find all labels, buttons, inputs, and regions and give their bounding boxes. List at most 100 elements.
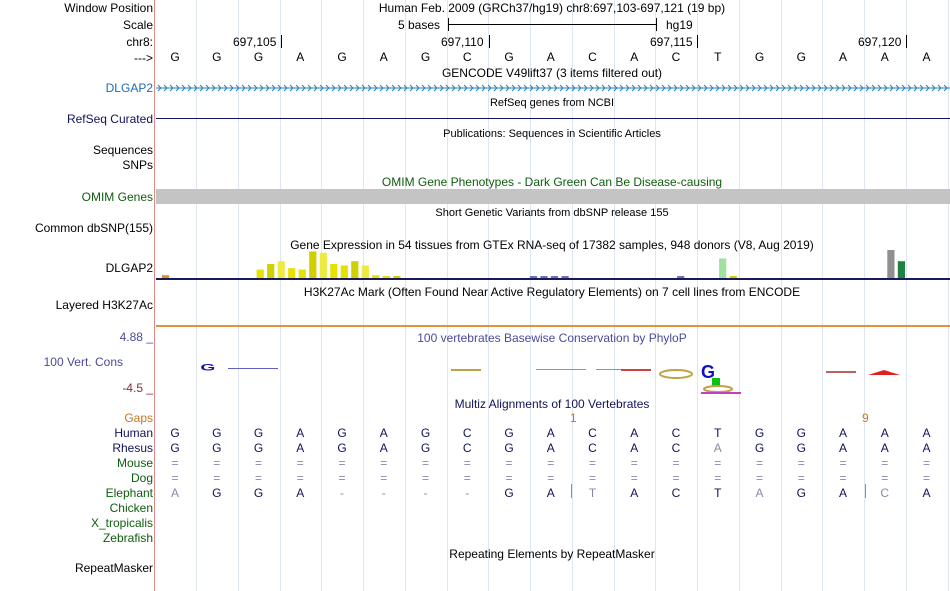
refseq-gene-line[interactable] (156, 118, 950, 119)
gtex-label[interactable]: DLGAP2 (105, 261, 153, 275)
gtex-tissue-bar[interactable] (298, 269, 306, 278)
species-label-dog[interactable]: Dog (130, 471, 153, 485)
omim-label[interactable]: OMIM Genes (81, 190, 153, 204)
base-grid-line (363, 0, 364, 591)
species-label-human[interactable]: Human (114, 426, 153, 440)
gtex-tissue-bar[interactable] (729, 276, 737, 278)
gtex-tissue-bar[interactable] (256, 269, 264, 278)
gtex-tissue-bar[interactable] (393, 276, 401, 278)
gtex-tissue-bar[interactable] (351, 261, 359, 278)
strand-chevron (169, 84, 174, 92)
gtex-tissue-bar[interactable] (529, 276, 538, 278)
phylop-label[interactable]: 100 Vert. Cons (43, 355, 123, 369)
strand-chevron (859, 84, 864, 92)
omim-bar[interactable] (156, 189, 950, 204)
sequences-label[interactable]: Sequences (92, 143, 153, 157)
base-grid-line (822, 0, 823, 591)
gtex-tissue-bar[interactable] (277, 261, 285, 278)
gtex-tissue-bar[interactable] (340, 265, 348, 278)
species-label-mouse[interactable]: Mouse (116, 456, 153, 470)
refseq-label[interactable]: RefSeq Curated (66, 112, 153, 126)
gtex-tissue-bar[interactable] (677, 276, 685, 278)
strand-chevron (799, 84, 804, 92)
alignment-base: A (546, 441, 555, 455)
alignment-base: G (420, 441, 431, 455)
strand-chevron (889, 84, 894, 92)
gtex-tissue-bar[interactable] (561, 276, 569, 278)
gtex-tissue-bar[interactable] (897, 261, 905, 278)
strand-chevron (925, 84, 930, 92)
h3k27ac-signal-line[interactable] (156, 325, 950, 327)
strand-chevron (583, 84, 588, 92)
species-label-zebrafish[interactable]: Zebrafish (102, 531, 153, 545)
gtex-tissue-bar[interactable] (288, 268, 296, 278)
gtex-tissue-bar[interactable] (162, 275, 170, 278)
strand-chevron (235, 84, 240, 92)
strand-chevron (919, 84, 924, 92)
alignment-base: G (253, 441, 264, 455)
dbsnp-label[interactable]: Common dbSNP(155) (34, 221, 153, 235)
strand-chevron (817, 84, 822, 92)
gtex-tissue-bar[interactable] (309, 251, 317, 278)
sequence-base: T (714, 50, 722, 64)
gtex-bar-chart[interactable] (156, 250, 950, 282)
scale-label: Scale (122, 18, 153, 32)
repeatmasker-title: Repeating Elements by RepeatMasker (449, 547, 655, 561)
sequence-base: A (838, 50, 848, 64)
base-grid-line (447, 0, 448, 591)
alignment-base: C (588, 441, 597, 455)
gtex-tissue-bar[interactable] (540, 276, 548, 278)
alignment-base: G (504, 441, 514, 455)
strand-chevron (295, 84, 300, 92)
species-label-rhesus[interactable]: Rhesus (112, 441, 153, 455)
gencode-label[interactable]: DLGAP2 (105, 81, 153, 95)
gtex-tissue-bar[interactable] (887, 250, 895, 278)
gtex-tissue-bar[interactable] (319, 252, 327, 278)
alignment-base: A (838, 486, 848, 500)
strand-chevron (877, 84, 882, 92)
base-grid-line (238, 0, 239, 591)
alignment-base: A (630, 486, 639, 500)
gtex-tissue-bar[interactable] (372, 275, 380, 278)
gencode-title: GENCODE V49lift37 (3 items filtered out) (441, 66, 663, 80)
alignment-base: A (546, 486, 555, 500)
phylop-logo[interactable]: G G (156, 356, 950, 396)
strand-chevron (781, 84, 786, 92)
species-label-elephant[interactable]: Elephant (105, 486, 153, 500)
repeatmasker-label[interactable]: RepeatMasker (74, 561, 153, 575)
alignment-base: A (838, 441, 848, 455)
species-label-x_tropicalis[interactable]: X_tropicalis (90, 516, 153, 530)
pos-tick-697120 (906, 35, 907, 48)
strand-chevron (481, 84, 486, 92)
species-label-chicken[interactable]: Chicken (109, 501, 153, 515)
strand-chevron (301, 84, 306, 92)
strand-chevron (403, 84, 408, 92)
strand-chevron (643, 84, 648, 92)
pos-tick-697110 (489, 35, 490, 48)
gtex-tissue-bar[interactable] (361, 265, 369, 278)
strand-chevron (337, 84, 342, 92)
gtex-tissue-bar[interactable] (719, 258, 727, 278)
strand-chevron (691, 84, 696, 92)
strand-chevron (427, 84, 432, 92)
alignment-base: = (254, 456, 263, 470)
alignment-base: G (212, 441, 222, 455)
alignment-base: A (922, 426, 931, 440)
strand-chevron (307, 84, 312, 92)
gtex-tissue-bar[interactable] (267, 264, 275, 278)
gtex-tissue-bar[interactable] (550, 276, 559, 278)
strand-chevron (433, 84, 438, 92)
alignment-base: = (881, 456, 889, 470)
pos-697105: 697,105 (233, 35, 277, 49)
alignment-base: G (796, 426, 806, 440)
strand-chevron (217, 84, 222, 92)
strand-chevron (199, 84, 204, 92)
base-grid-line (948, 0, 949, 591)
gencode-gene-track[interactable] (156, 82, 950, 94)
gtex-tissue-bar[interactable] (382, 276, 390, 278)
gtex-tissue-bar[interactable] (330, 264, 338, 278)
alignment-base: = (588, 456, 597, 470)
h3k27ac-label[interactable]: Layered H3K27Ac (55, 298, 153, 312)
snps-label[interactable]: SNPs (122, 158, 153, 172)
